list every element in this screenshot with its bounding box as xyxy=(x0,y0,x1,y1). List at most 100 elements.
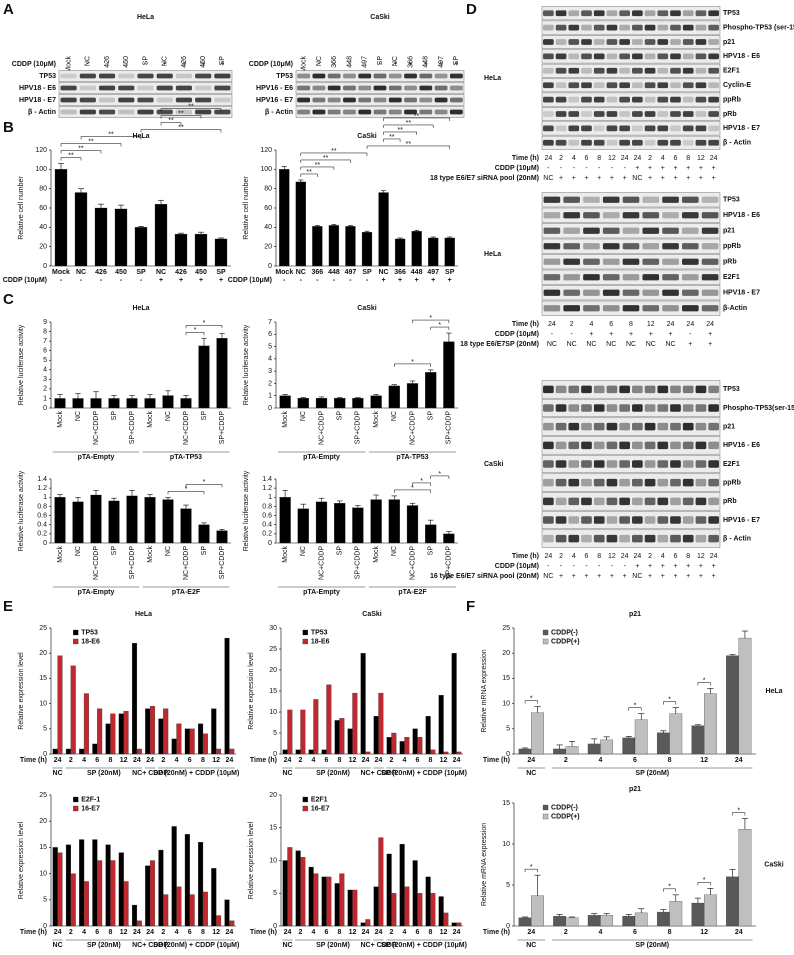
blot-band xyxy=(581,82,592,89)
panel-label: D xyxy=(466,1,477,18)
blot-band xyxy=(593,534,605,543)
significance-bracket xyxy=(185,331,205,336)
blot-row-label: + xyxy=(712,175,716,182)
bar xyxy=(118,852,124,927)
blot-row-label: 24 xyxy=(706,321,714,328)
blot-band xyxy=(701,289,719,296)
blot-band xyxy=(60,73,77,79)
blot-band xyxy=(657,516,669,524)
bar xyxy=(669,713,683,755)
side-label: CaSki xyxy=(764,861,784,868)
blot-band xyxy=(622,212,640,219)
blot-band xyxy=(543,96,554,103)
y-tick-label: 10 xyxy=(502,700,510,707)
blot-band xyxy=(568,460,580,468)
blot-band xyxy=(568,441,580,450)
x-tick-label: 448 xyxy=(411,269,423,276)
blot-row-label: + xyxy=(635,563,639,570)
bar xyxy=(394,238,406,267)
bar xyxy=(691,902,705,927)
legend-label: 16-E7 xyxy=(81,805,100,812)
significance-bracket xyxy=(383,138,401,142)
blot-band xyxy=(581,111,592,117)
blot-row-label: - xyxy=(689,331,692,338)
bar xyxy=(54,169,68,267)
significance-bracket xyxy=(60,143,122,147)
x-tick-label: 450 xyxy=(195,269,207,276)
significance-bracket xyxy=(300,159,351,163)
blot-band xyxy=(708,460,719,468)
blot-band xyxy=(606,125,618,132)
blot-band xyxy=(708,385,719,394)
panel-label: E xyxy=(3,598,13,615)
blot-band xyxy=(543,243,561,250)
significance-label: * xyxy=(203,320,206,327)
x-tick-label: 6 xyxy=(325,929,329,936)
bar xyxy=(425,716,431,755)
blot-band xyxy=(657,422,669,431)
blot-band xyxy=(708,39,719,45)
bar xyxy=(339,718,345,755)
bar xyxy=(669,901,683,927)
bar xyxy=(123,881,129,927)
blot-band xyxy=(581,385,592,394)
y-tick-label: 2 xyxy=(43,386,47,393)
bar xyxy=(531,895,544,927)
blot-band xyxy=(581,67,592,74)
x-tick-label: Mock xyxy=(275,269,293,276)
x-tick-label: 2 xyxy=(69,757,73,764)
blot-band xyxy=(619,385,630,394)
blot-row-label: - xyxy=(125,61,128,68)
blot-band xyxy=(568,516,580,524)
y-tick-label: 25 xyxy=(502,625,510,632)
significance-bracket xyxy=(80,136,142,140)
significance-bracket xyxy=(697,882,711,886)
blot-band xyxy=(581,516,592,524)
band-label: HPV18 - E7 xyxy=(723,290,760,297)
bar xyxy=(83,693,89,755)
blot-band xyxy=(606,497,618,506)
blot-band xyxy=(358,85,372,91)
bar xyxy=(622,916,636,927)
blot-band xyxy=(619,404,630,412)
bar xyxy=(162,395,174,409)
bar xyxy=(391,893,397,927)
blot-row-label: NC xyxy=(586,341,596,348)
blot-row-label: - xyxy=(106,61,109,68)
lane-label: 426 xyxy=(104,56,111,68)
blot-band xyxy=(543,212,561,219)
blot-row-label: + xyxy=(688,341,692,348)
blot-band xyxy=(657,139,669,146)
blot-band xyxy=(670,53,681,60)
bar xyxy=(347,889,353,927)
lane-label: NC xyxy=(162,56,169,66)
blot-band xyxy=(632,111,643,117)
x-row-label: - xyxy=(60,277,63,284)
blot-band xyxy=(632,10,643,17)
significance-bracket xyxy=(663,888,677,892)
blot-band xyxy=(606,39,618,45)
blot-band xyxy=(602,274,620,281)
group-label: pTA-Empty xyxy=(78,589,115,596)
significance-bracket xyxy=(300,173,318,177)
blot-row-label: - xyxy=(570,331,573,338)
x-tick-label: 2 xyxy=(299,929,303,936)
blot-row-title: CDDP (10μM) xyxy=(495,165,539,172)
blot-band xyxy=(619,534,630,543)
bar xyxy=(334,720,340,755)
bar xyxy=(315,398,328,409)
blot-band xyxy=(60,85,77,91)
y-tick-label: 5 xyxy=(43,897,47,904)
blot-band xyxy=(670,422,681,431)
significance-bracket xyxy=(366,145,450,149)
blot-band xyxy=(593,478,605,487)
y-tick-label: 7 xyxy=(268,319,272,326)
blot-band xyxy=(695,516,707,524)
blot-band xyxy=(606,478,618,487)
blot-band xyxy=(606,139,618,146)
y-tick-label: 0 xyxy=(506,923,510,930)
y-tick-label: 80 xyxy=(264,186,272,193)
x-tick-label: SP xyxy=(428,411,435,421)
bar xyxy=(300,857,306,927)
x-tick-label: 426 xyxy=(95,269,107,276)
